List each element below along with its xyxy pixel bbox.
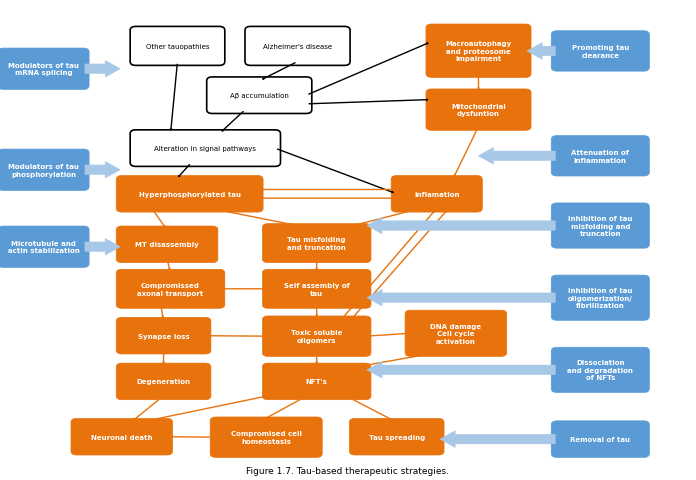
Text: Macroautophagy
and proteosome
impairment: Macroautophagy and proteosome impairment xyxy=(445,41,512,62)
FancyBboxPatch shape xyxy=(262,316,371,357)
FancyBboxPatch shape xyxy=(262,363,371,400)
FancyBboxPatch shape xyxy=(405,311,507,357)
Text: Tau spreading: Tau spreading xyxy=(369,434,425,440)
Text: Alzheimer's disease: Alzheimer's disease xyxy=(263,44,332,50)
Text: Microtubule and
actin stabilization: Microtubule and actin stabilization xyxy=(8,240,79,254)
FancyBboxPatch shape xyxy=(426,90,531,131)
FancyBboxPatch shape xyxy=(116,363,211,400)
Text: Self assembly of
tau: Self assembly of tau xyxy=(284,282,349,296)
Polygon shape xyxy=(527,44,555,60)
Text: Figure 1.7. Tau-based therapeutic strategies.: Figure 1.7. Tau-based therapeutic strate… xyxy=(246,466,450,475)
Text: Removal of tau: Removal of tau xyxy=(570,436,631,442)
Text: Attenuation of
inflammation: Attenuation of inflammation xyxy=(571,150,629,163)
FancyBboxPatch shape xyxy=(551,421,649,457)
FancyBboxPatch shape xyxy=(551,348,649,393)
FancyBboxPatch shape xyxy=(116,270,225,309)
FancyBboxPatch shape xyxy=(551,32,649,72)
FancyBboxPatch shape xyxy=(262,270,371,309)
Text: Toxic soluble
oligomers: Toxic soluble oligomers xyxy=(291,330,342,343)
Text: Dissociation
and degradation
of NFTs: Dissociation and degradation of NFTs xyxy=(567,360,633,381)
Polygon shape xyxy=(367,218,555,234)
FancyBboxPatch shape xyxy=(130,131,280,167)
Polygon shape xyxy=(440,431,555,447)
Text: DNA damage
Cell cycle
activation: DNA damage Cell cycle activation xyxy=(430,323,482,344)
FancyBboxPatch shape xyxy=(262,224,371,263)
Polygon shape xyxy=(367,289,555,307)
FancyBboxPatch shape xyxy=(551,204,649,249)
FancyBboxPatch shape xyxy=(551,276,649,321)
Text: Compromised cell
homeostasis: Compromised cell homeostasis xyxy=(230,431,302,444)
Polygon shape xyxy=(85,61,120,78)
Text: Mitochondrial
dysfuntion: Mitochondrial dysfuntion xyxy=(451,104,506,117)
Text: Alteration in signal pathways: Alteration in signal pathways xyxy=(155,146,256,152)
Text: Synapse loss: Synapse loss xyxy=(138,333,189,339)
Text: MT disassembly: MT disassembly xyxy=(135,242,199,248)
FancyBboxPatch shape xyxy=(116,318,211,354)
FancyBboxPatch shape xyxy=(0,227,89,268)
FancyBboxPatch shape xyxy=(207,78,312,114)
Text: Aβ accumulation: Aβ accumulation xyxy=(230,93,289,99)
FancyBboxPatch shape xyxy=(116,176,263,213)
FancyBboxPatch shape xyxy=(210,417,322,457)
Text: Inhibition of tau
oligomerization/
fibrillization: Inhibition of tau oligomerization/ fibri… xyxy=(568,288,633,309)
Polygon shape xyxy=(85,239,120,256)
Text: Tau misfolding
and truncation: Tau misfolding and truncation xyxy=(287,237,346,251)
FancyBboxPatch shape xyxy=(0,49,89,90)
FancyBboxPatch shape xyxy=(130,27,225,66)
Text: Hyperphosphorylated tau: Hyperphosphorylated tau xyxy=(139,192,241,197)
Text: Inhibition of tau
misfolding and
truncation: Inhibition of tau misfolding and truncat… xyxy=(568,216,633,237)
Text: Modulators of tau
phosphorylation: Modulators of tau phosphorylation xyxy=(8,164,79,177)
Polygon shape xyxy=(367,362,555,378)
Text: Promoting tau
clearance: Promoting tau clearance xyxy=(571,45,629,59)
FancyBboxPatch shape xyxy=(245,27,350,66)
Text: Modulators of tau
mRNA splicing: Modulators of tau mRNA splicing xyxy=(8,63,79,76)
FancyBboxPatch shape xyxy=(71,419,173,455)
Text: Compromissed
axonal transport: Compromissed axonal transport xyxy=(137,282,204,296)
Polygon shape xyxy=(85,162,120,179)
FancyBboxPatch shape xyxy=(551,136,649,177)
Text: NFT's: NFT's xyxy=(306,379,328,384)
FancyBboxPatch shape xyxy=(0,150,89,191)
Text: Other tauopathies: Other tauopathies xyxy=(145,44,209,50)
Text: Neuronal death: Neuronal death xyxy=(91,434,152,440)
FancyBboxPatch shape xyxy=(116,227,218,263)
Polygon shape xyxy=(478,148,555,165)
Text: Inflamation: Inflamation xyxy=(414,192,459,197)
FancyBboxPatch shape xyxy=(426,25,531,78)
FancyBboxPatch shape xyxy=(391,176,482,213)
Text: Degeneration: Degeneration xyxy=(136,379,191,384)
FancyBboxPatch shape xyxy=(349,419,444,455)
